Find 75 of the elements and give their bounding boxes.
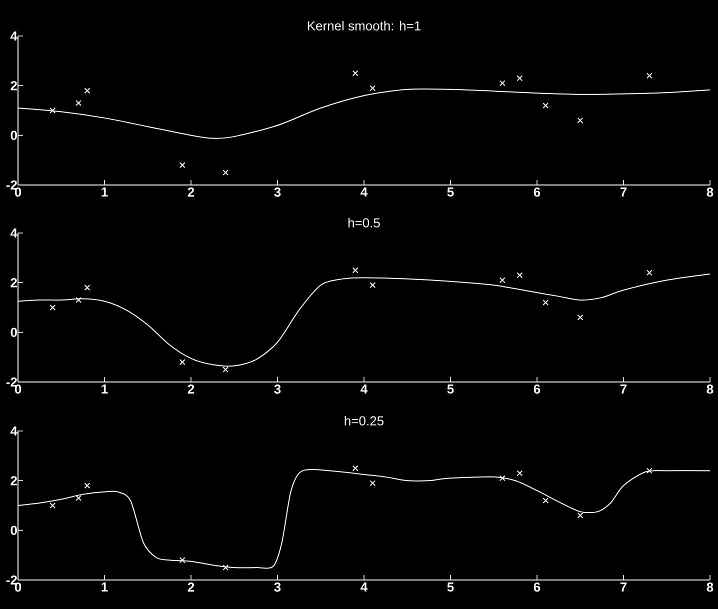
point [222, 564, 229, 571]
point [370, 282, 376, 288]
point [646, 270, 652, 276]
y-tick-label: 2 [10, 476, 17, 486]
point [542, 498, 549, 504]
point [516, 75, 523, 82]
x-tick-label: 1 [102, 384, 108, 394]
chart-title: h=0.5 [348, 218, 380, 228]
y-tick-label: 4 [10, 426, 18, 436]
x-tick-label: 4 [360, 384, 368, 394]
y-tick-label: 0 [10, 328, 17, 337]
y-tick-label: 2 [10, 278, 17, 288]
x-tick-label: 8 [706, 188, 714, 197]
x-tick-label: 6 [534, 384, 540, 394]
point [84, 88, 90, 94]
x-tick-label: 5 [447, 582, 454, 592]
chart-title: h=0.25 [344, 416, 384, 426]
point [499, 277, 506, 284]
x-tick-label: 8 [706, 384, 714, 394]
x-tick-label: 4 [360, 188, 368, 196]
x-tick-label: 3 [274, 582, 281, 592]
point [352, 267, 358, 274]
y-tick-label: 0 [10, 526, 17, 535]
x-tick-label: 7 [620, 384, 627, 394]
point [577, 314, 584, 320]
x-tick-label: 7 [620, 188, 627, 196]
point [352, 70, 358, 76]
x-tick-label: 6 [534, 188, 540, 197]
y-tick-label: -2 [6, 575, 17, 585]
point [577, 512, 584, 518]
point [499, 475, 506, 482]
x-tick-label: 8 [706, 582, 714, 592]
x-tick-label: 1 [102, 582, 108, 592]
point [646, 468, 652, 474]
y-tick-label: 2 [10, 81, 17, 90]
point [516, 470, 523, 476]
point [179, 557, 186, 564]
point [179, 162, 186, 168]
point [542, 300, 549, 306]
x-tick-label: 5 [447, 188, 454, 197]
y-tick-label: -2 [6, 180, 17, 190]
point [370, 480, 376, 486]
point [76, 495, 82, 502]
y-tick-label: 0 [10, 130, 17, 140]
point [76, 297, 82, 304]
point [370, 85, 376, 92]
point [84, 482, 90, 489]
x-tick-label: 5 [447, 384, 454, 394]
point [352, 465, 358, 472]
point [646, 72, 652, 79]
point [222, 366, 229, 373]
x-tick-label: 3 [274, 384, 281, 394]
y-tick-label: -2 [6, 377, 17, 387]
x-tick-label: 1 [102, 188, 108, 196]
point [499, 80, 506, 86]
x-tick-label: 3 [274, 188, 281, 197]
x-tick-label: 7 [620, 582, 627, 592]
y-tick-label: 4 [10, 32, 18, 40]
x-tick-label: 6 [534, 582, 540, 592]
point [84, 284, 90, 291]
point [222, 170, 229, 176]
point [50, 108, 56, 114]
point [179, 359, 186, 366]
point [516, 272, 523, 278]
chart-title: Kernel smooth: h=1 [308, 20, 421, 30]
point [50, 502, 56, 508]
x-tick-label: 4 [360, 582, 368, 592]
point [542, 102, 549, 108]
point [76, 100, 82, 106]
point [577, 117, 584, 124]
x-tick-label: 2 [188, 582, 194, 592]
point [50, 304, 56, 310]
x-tick-label: 2 [188, 188, 194, 197]
x-tick-label: 2 [188, 384, 194, 394]
y-tick-label: 4 [10, 228, 18, 238]
